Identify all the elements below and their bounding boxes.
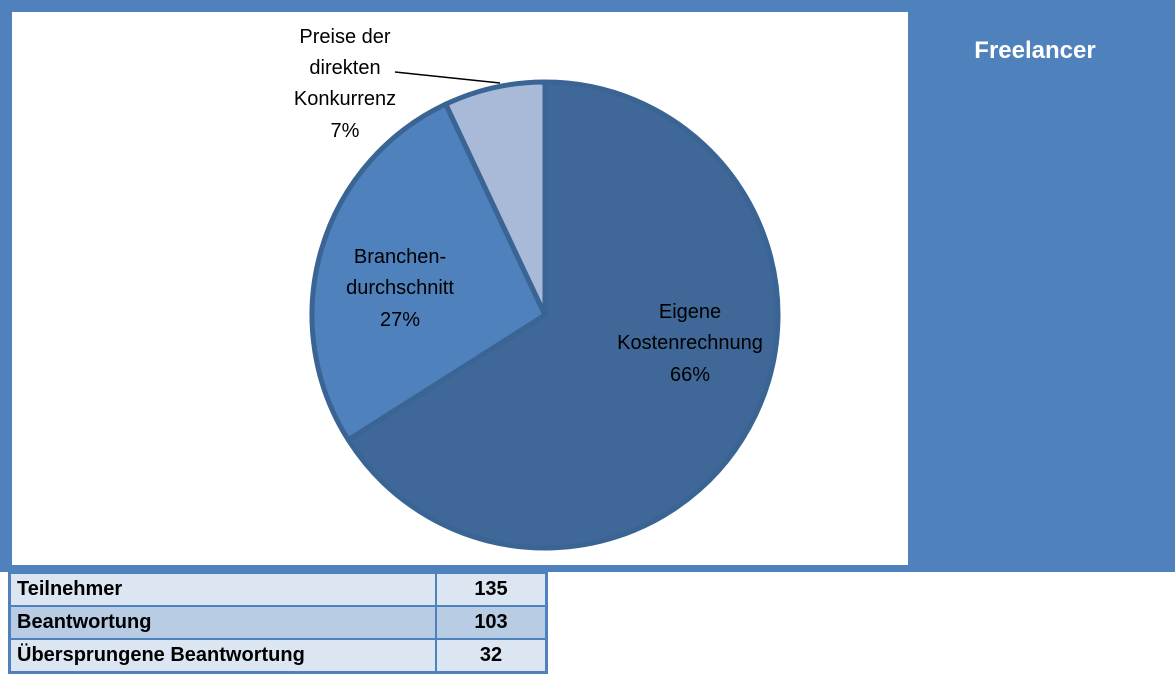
- value-label: 27%: [380, 309, 420, 331]
- slice-label: Preise der direkten Konkurrenz 7%: [294, 26, 396, 142]
- table-row: Teilnehmer 135: [8, 571, 548, 607]
- stats-table: Teilnehmer 135 Beantwortung 103 Übersprungen…: [8, 571, 548, 674]
- table-row: Beantwortung 103: [8, 605, 548, 640]
- table-value: 103: [435, 605, 548, 640]
- slice-label: Branchen-durchschnitt 27%: [346, 246, 454, 331]
- pie-slice: [345, 79, 781, 551]
- label-line: Preise der: [299, 26, 390, 48]
- pie-slice: [443, 79, 548, 318]
- table-label: Beantwortung: [8, 605, 437, 640]
- label-line: Kostenrechnung: [617, 332, 763, 354]
- table-value: 32: [435, 638, 548, 674]
- label-line: durchschnitt: [346, 277, 454, 299]
- label-line: Eigene: [659, 301, 721, 323]
- chart: Freelancer Eigene Kostenrechnung 66% Branch…: [0, 0, 1175, 572]
- label-line: Konkurrenz: [294, 88, 396, 110]
- value-label: 66%: [670, 364, 710, 386]
- table-label: Übersprungene Beantwortung: [8, 638, 437, 674]
- leader-line: [394, 71, 501, 84]
- value-label: 7%: [331, 120, 360, 142]
- table-value: 135: [435, 571, 548, 607]
- label-line: Branchen-: [354, 246, 446, 268]
- slice-label: Eigene Kostenrechnung 66%: [617, 301, 763, 386]
- chart-title: Freelancer: [974, 37, 1095, 64]
- table-row: Übersprungene Beantwortung 32: [8, 638, 548, 674]
- label-line: direkten: [309, 57, 380, 79]
- table-label: Teilnehmer: [8, 571, 437, 607]
- pie-slice: [309, 101, 548, 443]
